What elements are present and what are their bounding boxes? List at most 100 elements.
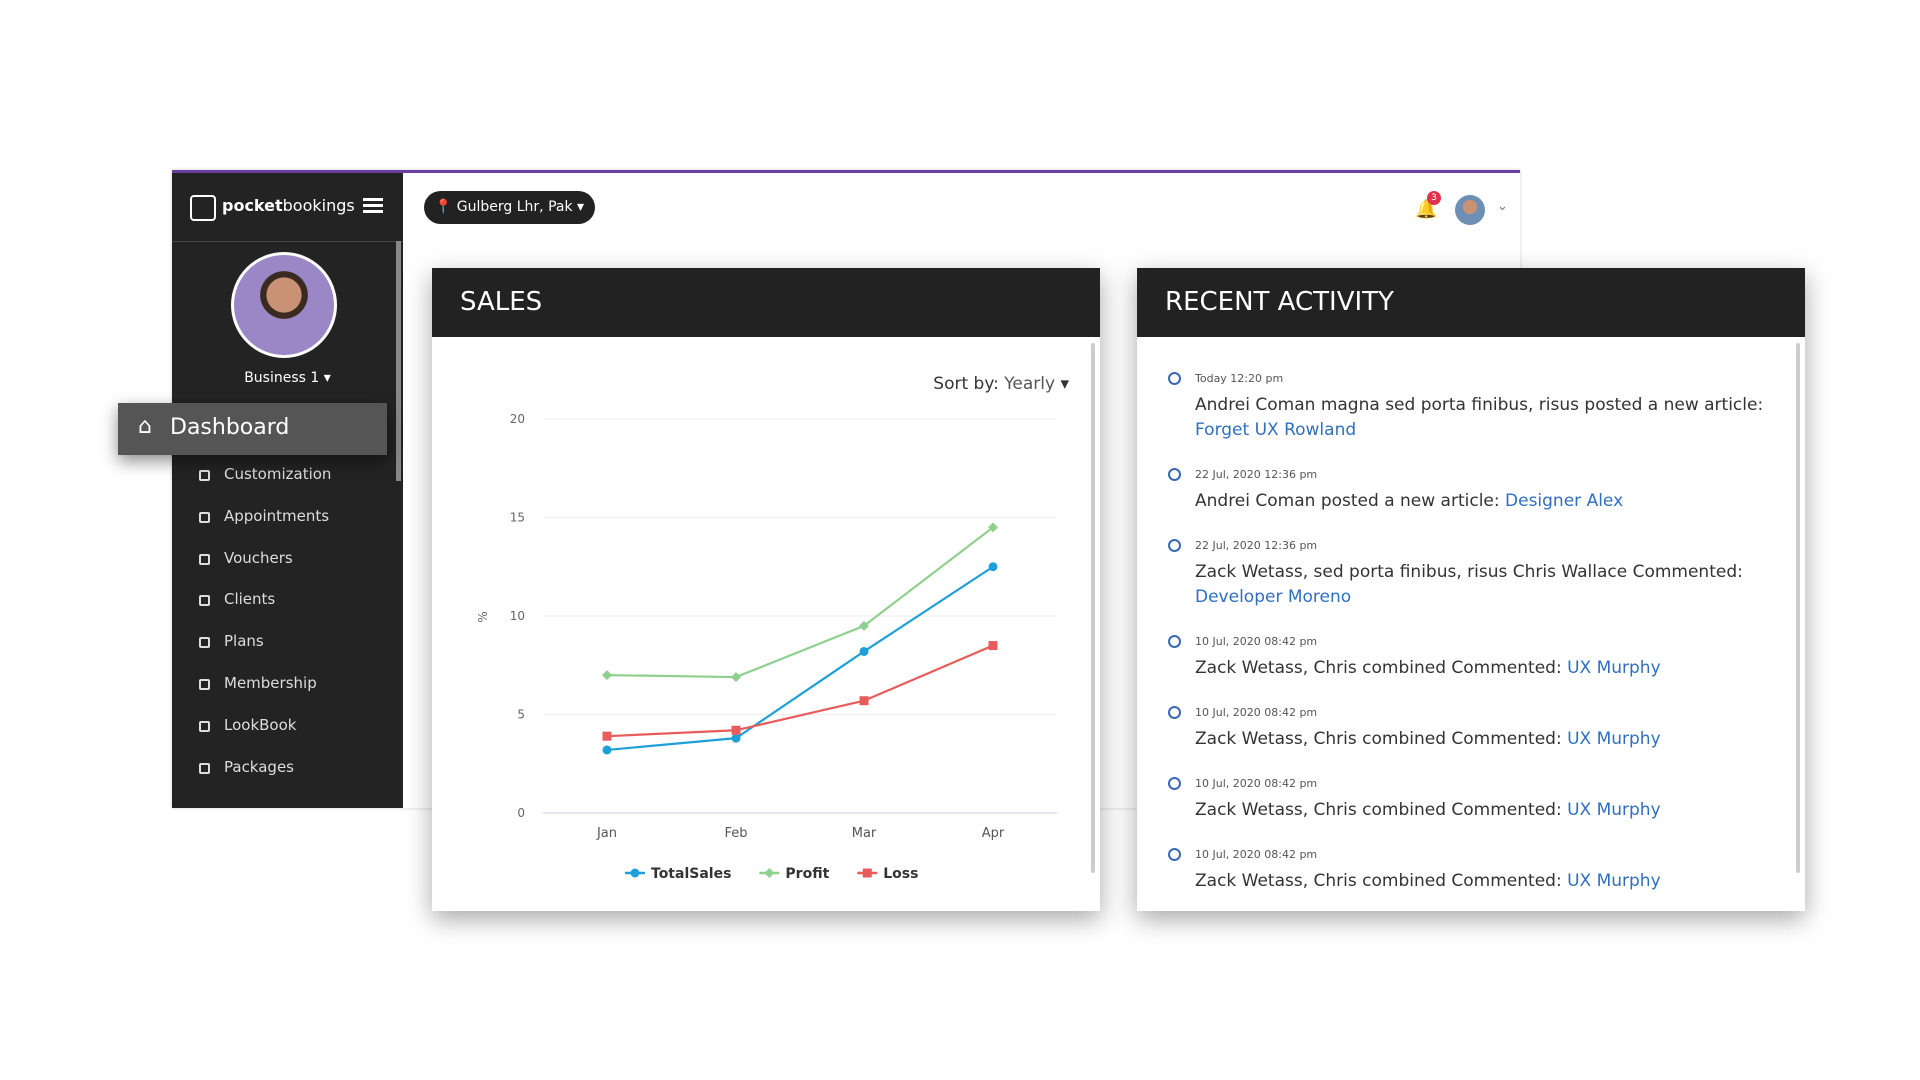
- legend-label: Loss: [883, 866, 918, 882]
- marker: [602, 731, 612, 741]
- scrollbar: [1796, 343, 1800, 873]
- sales-chart: 0 5 10 15 20% Jan Feb Mar Apr TotalSales Profit Los…: [476, 412, 1057, 882]
- menu-icon: [199, 553, 210, 565]
- marker: [988, 641, 998, 651]
- card-title: SALES: [432, 268, 1100, 337]
- menu-item[interactable]: Appointments: [199, 507, 329, 525]
- activity-link[interactable]: Forget UX Rowland: [1195, 420, 1357, 440]
- location: Gulberg Lhr, Pak: [456, 199, 573, 215]
- menu-icon: [199, 511, 210, 523]
- activity-link[interactable]: UX Murphy: [1567, 800, 1661, 820]
- marker: [862, 868, 872, 878]
- y-tick-label: 10: [510, 609, 525, 623]
- sort-label: Sort by:: [933, 374, 999, 394]
- menu-icon: [199, 679, 210, 690]
- dashboard-menu-item[interactable]: ⌂ Dashboard: [118, 403, 387, 455]
- sort-value: Yearly: [1004, 374, 1056, 394]
- timeline-dot: [1168, 635, 1181, 648]
- activity-link[interactable]: UX Murphy: [1567, 871, 1661, 891]
- activity-text: Andrei Coman magna sed porta finibus, ri…: [1195, 395, 1764, 415]
- series-line: [606, 526, 994, 679]
- timeline-dot: [1168, 539, 1181, 552]
- x-tick-label: Feb: [724, 826, 747, 841]
- legend-label: TotalSales: [651, 866, 731, 882]
- menu-label: Packages: [224, 757, 294, 776]
- x-tick-label: Apr: [982, 826, 1005, 841]
- activity-text: Andrei Coman posted a new article:: [1195, 491, 1500, 511]
- sort-control[interactable]: Sort by: Yearly ▾: [933, 374, 1069, 394]
- menu-item[interactable]: Packages: [199, 758, 294, 776]
- activity-link[interactable]: Designer Alex: [1505, 491, 1624, 511]
- menu-icon: [199, 595, 210, 607]
- scrollbar: [396, 241, 401, 481]
- activity-link[interactable]: UX Murphy: [1567, 729, 1661, 749]
- menu-item[interactable]: Clients: [199, 590, 275, 608]
- menu-icon: [199, 720, 210, 732]
- menu-icon: [199, 470, 210, 481]
- brand-bold: pocket: [222, 196, 283, 215]
- menu-toggle[interactable]: [363, 198, 383, 201]
- marker: [764, 868, 775, 878]
- menu-label: Appointments: [224, 506, 330, 525]
- activity-item: 10 Jul, 2020 08:42 pm Zack Wetass, Chris …: [1168, 848, 1775, 894]
- timeline-dot: [1168, 706, 1181, 719]
- activity-text-wrap: Zack Wetass, Chris combined Commented: U…: [1195, 727, 1775, 752]
- x-tick-label: Jan: [596, 826, 617, 841]
- marker: [630, 868, 640, 878]
- marker: [988, 562, 998, 572]
- activity-text: Zack Wetass, Chris combined Commented:: [1195, 871, 1562, 891]
- menu-label: LookBook: [224, 715, 297, 734]
- activity-time: 10 Jul, 2020 08:42 pm: [1195, 706, 1318, 719]
- user-avatar[interactable]: [1455, 195, 1485, 225]
- business-selector[interactable]: Business 1 ▾: [244, 370, 331, 386]
- menu-item[interactable]: Customization: [199, 465, 331, 483]
- series-line: [606, 565, 994, 752]
- card-title: RECENT ACTIVITY: [1137, 268, 1805, 337]
- activity-link[interactable]: Developer Moreno: [1195, 587, 1352, 607]
- location-selector[interactable]: 📍 Gulberg Lhr, Pak ▾: [424, 191, 595, 224]
- logo-bar: pocketbookings: [172, 173, 403, 242]
- activity-item: 22 Jul, 2020 12:36 pm Andrei Coman posted…: [1168, 468, 1775, 514]
- activity-text-wrap: Andrei Coman magna sed porta finibus, ri…: [1195, 393, 1775, 443]
- menu-label: Membership: [224, 674, 317, 692]
- marker: [731, 733, 741, 743]
- menu-label: Clients: [224, 590, 276, 609]
- activity-item: 10 Jul, 2020 08:42 pm Zack Wetass, Chris …: [1168, 706, 1775, 752]
- brand-rest: bookings: [282, 196, 355, 215]
- activity-card: RECENT ACTIVITY Today 12:20 pm Andrei Com…: [1137, 268, 1805, 911]
- menu-item[interactable]: Vouchers: [199, 549, 293, 567]
- activity-time: 22 Jul, 2020 12:36 pm: [1195, 468, 1318, 481]
- activity-text-wrap: Zack Wetass, Chris combined Commented: U…: [1195, 656, 1775, 681]
- marker: [602, 745, 612, 755]
- sales-card: SALES Sort by: Yearly ▾ 0 5 10 15 20% Jan Feb M…: [432, 268, 1100, 911]
- timeline-dot: [1168, 468, 1181, 481]
- menu-item[interactable]: Membership: [199, 674, 317, 692]
- activity-item: Today 12:20 pm Andrei Coman magna sed por…: [1168, 372, 1775, 443]
- marker: [602, 670, 612, 681]
- activity-item: 10 Jul, 2020 08:42 pm Zack Wetass, Chris …: [1168, 777, 1775, 823]
- menu-item[interactable]: LookBook: [199, 716, 296, 734]
- activity-time: 10 Jul, 2020 08:42 pm: [1195, 777, 1318, 790]
- user-caret[interactable]: ⌄: [1497, 199, 1508, 214]
- activity-link[interactable]: UX Murphy: [1567, 658, 1661, 678]
- profile-avatar: [231, 252, 337, 358]
- activity-text: Zack Wetass, Chris combined Commented:: [1195, 658, 1562, 678]
- marker: [859, 696, 869, 706]
- menu-item[interactable]: Plans: [199, 632, 264, 650]
- activity-text: Zack Wetass, sed porta finibus, risus Ch…: [1195, 562, 1743, 582]
- menu-label: Vouchers: [224, 548, 293, 567]
- activity-time: Today 12:20 pm: [1195, 372, 1284, 385]
- x-tick-label: Mar: [852, 826, 877, 841]
- menu-label: Plans: [224, 632, 264, 651]
- active-label: Dashboard: [170, 415, 290, 440]
- activity-text-wrap: Andrei Coman posted a new article: Desig…: [1195, 489, 1775, 514]
- marker: [859, 646, 869, 656]
- activity-text: Zack Wetass, Chris combined Commented:: [1195, 729, 1562, 749]
- activity-item: 22 Jul, 2020 12:36 pm Zack Wetass, sed po…: [1168, 539, 1775, 610]
- scrollbar: [1091, 343, 1095, 873]
- series-line: [606, 644, 994, 738]
- marker: [988, 522, 998, 533]
- y-tick-label: 0: [517, 806, 525, 820]
- marker: [859, 620, 869, 631]
- activity-time: 22 Jul, 2020 12:36 pm: [1195, 539, 1318, 552]
